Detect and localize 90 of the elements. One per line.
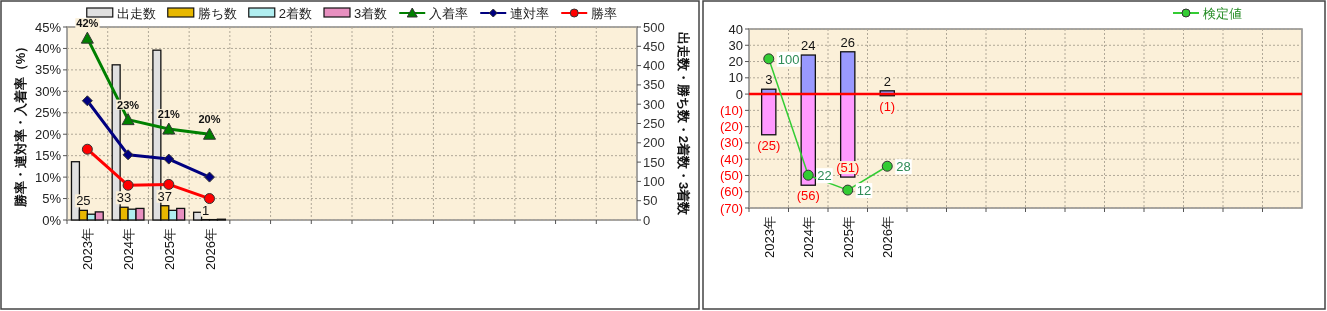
point — [80, 31, 94, 44]
point — [122, 179, 134, 191]
point — [122, 149, 134, 161]
y-tick-label: (40) — [719, 151, 743, 167]
data-label: 1 — [201, 202, 210, 218]
y2-axis-title: 出走数・勝ち数・2着数・3着数 — [676, 31, 691, 217]
y-tick-label: (30) — [719, 135, 743, 151]
y-tick-label: 40% — [34, 40, 62, 56]
legend-label: 入着率 — [429, 6, 469, 21]
y-tick-label: 30% — [34, 83, 62, 99]
data-label: 25 — [76, 193, 91, 209]
y-axis-title: 勝率・連対率・入着率（%） — [13, 39, 28, 209]
point — [204, 171, 215, 183]
y2-tick-label: 450 — [643, 38, 665, 54]
point — [842, 184, 854, 196]
data-label: 22 — [817, 168, 832, 184]
legend-label: 出走数 — [116, 6, 156, 21]
bar — [800, 54, 817, 95]
data-label: 33 — [116, 190, 132, 206]
y-tick-label: (60) — [719, 184, 743, 200]
y2-tick-label: 200 — [643, 135, 665, 151]
point — [81, 95, 93, 107]
data-label: (56) — [796, 188, 820, 204]
legend-label: 検定値 — [1203, 6, 1242, 21]
y2-tick-label: 350 — [643, 77, 665, 93]
point — [802, 169, 814, 181]
legend-label: 2着数 — [278, 6, 312, 21]
point — [881, 160, 893, 172]
legend-label: 勝率 — [591, 6, 618, 21]
x-tick-label: 2026年 — [880, 216, 896, 258]
data-label: 3 — [765, 72, 773, 88]
y2-tick-label: 50 — [643, 193, 658, 209]
data-label: 12 — [856, 183, 872, 199]
y-tick-label: (20) — [719, 119, 743, 135]
point — [763, 53, 775, 65]
data-label: (25) — [757, 137, 781, 153]
data-label: 23% — [117, 98, 140, 111]
data-label: 28 — [896, 159, 911, 175]
x-tick-label: 2023年 — [761, 216, 777, 258]
bar — [760, 93, 777, 136]
y-tick-label: 25% — [34, 105, 62, 121]
y-tick-label: 30 — [728, 37, 743, 53]
y2-tick-label: 500 — [643, 19, 665, 35]
point — [163, 153, 175, 165]
y-tick-label: (70) — [719, 200, 743, 216]
y2-tick-label: 400 — [643, 58, 665, 74]
legend-label: 連対率 — [510, 6, 550, 21]
data-label: 20% — [198, 113, 221, 126]
x-tick-label: 2026年 — [202, 228, 218, 270]
y-tick-label: (10) — [719, 102, 743, 118]
y-tick-label: 0 — [735, 86, 743, 102]
data-label: (1) — [879, 98, 896, 114]
y-tick-label: 20% — [34, 126, 62, 142]
x-tick-label: 2024年 — [121, 228, 137, 270]
data-label: 2 — [883, 73, 891, 89]
y-tick-label: 20 — [728, 54, 743, 70]
data-label: 21% — [157, 108, 181, 121]
legend-label: 3着数 — [354, 6, 388, 21]
y-tick-label: 10% — [34, 169, 62, 185]
data-label: 42% — [76, 17, 99, 30]
data-label: 37 — [157, 188, 173, 204]
point — [204, 193, 215, 205]
y2-tick-label: 100 — [643, 173, 665, 189]
point — [203, 127, 216, 140]
x-tick-label: 2025年 — [161, 228, 177, 270]
x-tick-label: 2023年 — [80, 228, 96, 270]
data-label: 100 — [777, 51, 800, 67]
y2-tick-label: 0 — [643, 212, 651, 228]
y-tick-label: 10 — [728, 70, 743, 86]
x-tick-label: 2024年 — [801, 216, 817, 258]
point — [163, 178, 175, 190]
y-tick-label: 40 — [728, 21, 743, 37]
y-tick-label: 15% — [34, 148, 62, 164]
y-tick-label: 5% — [42, 191, 62, 207]
data-label: 26 — [840, 34, 855, 50]
y2-tick-label: 150 — [643, 154, 665, 170]
x-tick-label: 2025年 — [840, 216, 856, 258]
bar — [839, 51, 856, 95]
point — [121, 113, 135, 126]
y-tick-label: 45% — [34, 19, 62, 35]
y2-tick-label: 250 — [643, 116, 665, 131]
legend-label: 勝ち数 — [197, 6, 237, 21]
y-tick-label: (50) — [719, 167, 743, 183]
data-label: (51) — [836, 160, 860, 176]
point — [81, 143, 93, 155]
y-tick-label: 0% — [42, 212, 62, 228]
y-tick-label: 35% — [34, 62, 62, 78]
data-label: 24 — [801, 38, 816, 54]
point — [162, 122, 176, 135]
y2-tick-label: 300 — [643, 96, 665, 112]
